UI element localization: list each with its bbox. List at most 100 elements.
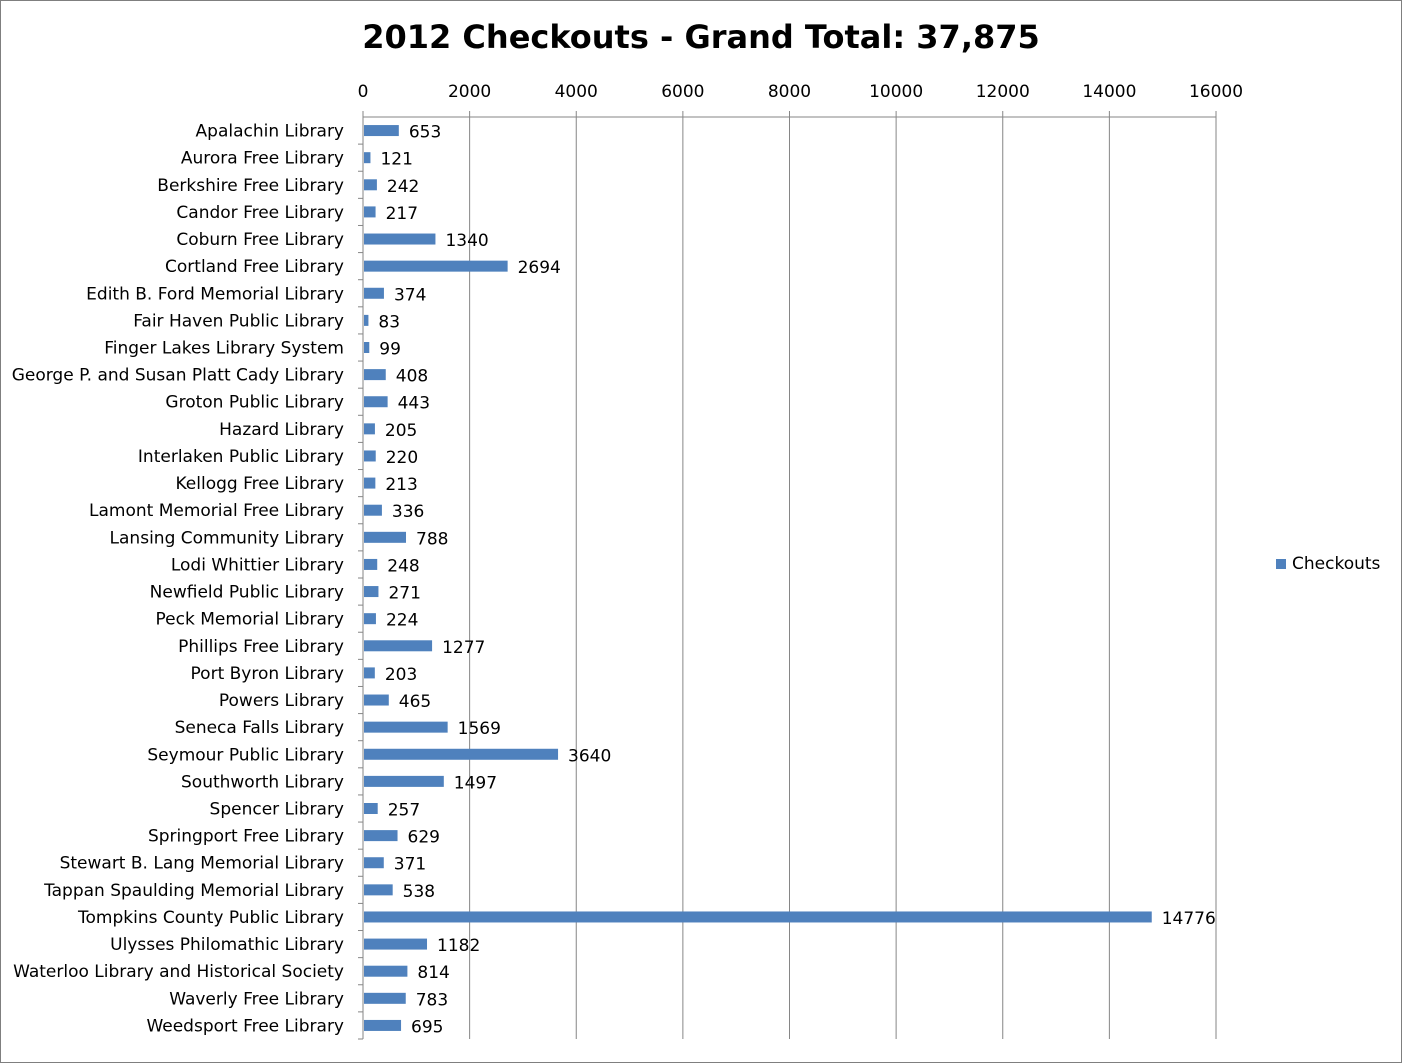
y-tick-label: Interlaken Public Library [138, 447, 344, 467]
bar [364, 531, 407, 543]
bar [364, 721, 448, 733]
x-tick-label: 8000 [768, 82, 811, 102]
data-label: 242 [387, 177, 419, 197]
y-tick-label: Tappan Spaulding Memorial Library [43, 881, 344, 901]
y-tick-label: Weedsport Free Library [146, 1016, 344, 1036]
data-label: 374 [394, 285, 426, 305]
y-tick-label: Berkshire Free Library [157, 176, 344, 196]
y-tick-label: Hazard Library [219, 420, 344, 440]
data-label: 121 [380, 150, 412, 170]
y-tick-label: Powers Library [219, 691, 344, 711]
chart-title: 2012 Checkouts - Grand Total: 37,875 [362, 18, 1040, 56]
bar [364, 992, 406, 1004]
data-label: 257 [388, 801, 420, 821]
y-tick-label: Spencer Library [210, 800, 344, 820]
data-label: 1277 [442, 638, 485, 658]
y-tick-label: Ulysses Philomathic Library [110, 935, 344, 955]
bar [364, 504, 382, 516]
y-tick-label: Stewart B. Lang Memorial Library [60, 854, 344, 874]
data-label: 1340 [445, 231, 488, 251]
data-label: 629 [408, 828, 440, 848]
data-label: 788 [416, 529, 448, 549]
data-label: 1182 [437, 936, 480, 956]
y-tick-label: Lamont Memorial Free Library [89, 501, 344, 521]
data-label: 205 [385, 421, 417, 441]
bar [364, 423, 375, 435]
data-label: 220 [386, 448, 418, 468]
x-tick-label: 6000 [661, 82, 704, 102]
y-tick-label: Waverly Free Library [169, 989, 344, 1009]
bar [364, 152, 371, 164]
data-label: 203 [385, 665, 417, 685]
bar [364, 477, 376, 489]
bar [364, 965, 408, 977]
y-tick-label: Groton Public Library [165, 393, 344, 413]
bar [364, 558, 378, 570]
data-label: 3640 [568, 746, 611, 766]
bar [364, 206, 376, 218]
bar [364, 694, 389, 706]
x-tick-label: 0 [358, 82, 369, 102]
data-label: 336 [392, 502, 424, 522]
bar [364, 857, 384, 869]
y-tick-label: Port Byron Library [191, 664, 344, 684]
bar [364, 287, 384, 299]
y-tick-label: Seneca Falls Library [175, 718, 344, 738]
y-tick-label: Newfield Public Library [150, 583, 344, 603]
y-tick-label: Peck Memorial Library [156, 610, 345, 630]
y-tick-label: Waterloo Library and Historical Society [13, 962, 344, 982]
x-tick-label: 4000 [555, 82, 598, 102]
data-label: 653 [409, 123, 441, 143]
bar [364, 830, 398, 842]
bar [364, 125, 399, 137]
y-tick-label: Cortland Free Library [165, 257, 344, 277]
data-label: 695 [411, 1017, 443, 1037]
bar [364, 613, 376, 625]
bar [364, 775, 444, 787]
data-label: 1569 [458, 719, 501, 739]
data-label: 538 [403, 882, 435, 902]
x-tick-label: 2000 [448, 82, 491, 102]
x-tick-label: 14000 [1082, 82, 1136, 102]
data-label: 2694 [518, 258, 561, 278]
y-tick-label: Kellogg Free Library [175, 474, 344, 494]
y-tick-label: Lansing Community Library [110, 528, 344, 548]
data-label: 83 [378, 312, 400, 332]
data-label: 217 [386, 204, 418, 224]
y-tick-label: Fair Haven Public Library [133, 311, 344, 331]
data-label: 14776 [1162, 909, 1216, 929]
bar [364, 884, 393, 896]
bar [364, 342, 370, 353]
data-label: 465 [399, 692, 431, 712]
data-label: 99 [379, 340, 401, 360]
x-tick-label: 16000 [1189, 82, 1243, 102]
data-label: 213 [385, 475, 417, 495]
data-label: 783 [416, 990, 448, 1010]
data-label: 1497 [454, 773, 497, 793]
y-tick-label: Aurora Free Library [181, 149, 344, 169]
data-label: 371 [394, 855, 426, 875]
bar [364, 667, 375, 679]
legend-label: Checkouts [1292, 554, 1381, 574]
y-tick-label: Candor Free Library [176, 203, 344, 223]
y-tick-label: Springport Free Library [148, 827, 344, 847]
y-tick-label: George P. and Susan Platt Cady Library [12, 366, 344, 386]
data-label: 408 [396, 367, 428, 387]
data-label: 814 [417, 963, 449, 983]
y-tick-label: Apalachin Library [196, 122, 344, 142]
bar [364, 748, 559, 760]
bar [364, 233, 436, 245]
bar [364, 260, 508, 272]
y-tick-label: Coburn Free Library [176, 230, 344, 250]
data-label: 224 [386, 611, 418, 631]
data-label: 271 [388, 584, 420, 604]
y-tick-label: Southworth Library [181, 772, 344, 792]
data-label: 443 [398, 394, 430, 414]
y-tick-label: Tompkins County Public Library [77, 908, 344, 928]
y-tick-label: Finger Lakes Library System [104, 339, 344, 359]
legend-swatch [1276, 559, 1286, 569]
bar [364, 1019, 402, 1031]
bar [364, 314, 369, 326]
bar [364, 450, 376, 462]
